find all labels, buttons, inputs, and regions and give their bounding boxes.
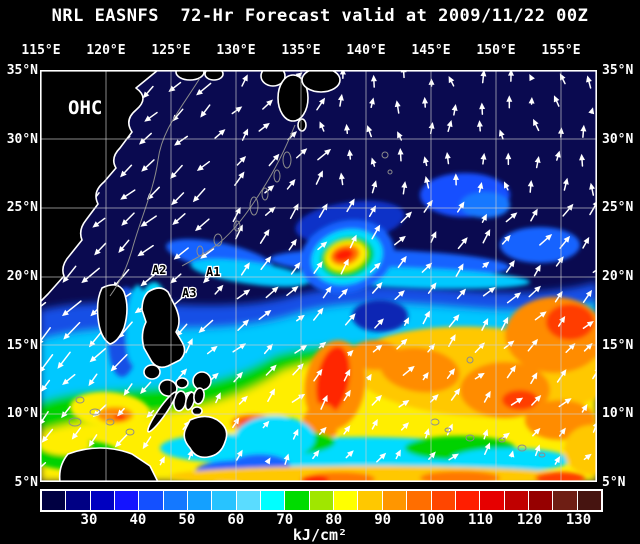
colorbar-cell <box>334 491 359 510</box>
colorbar-cell <box>188 491 213 510</box>
lon-label: 120°E <box>86 43 126 58</box>
lat-label: 10°N <box>602 406 634 422</box>
colorbar-cell <box>577 491 601 510</box>
lon-label: 150°E <box>476 43 516 58</box>
colorbar-tick: 100 <box>418 512 445 528</box>
colorbar-cell <box>504 491 529 510</box>
colorbar-tick: 80 <box>325 512 343 528</box>
colorbar-tick: 130 <box>565 512 592 528</box>
colorbar-tick: 40 <box>129 512 147 528</box>
page-title: NRL EASNFS 72-Hr Forecast valid at 2009/… <box>51 6 589 26</box>
colorbar <box>40 489 603 512</box>
lat-label: 20°N <box>6 269 38 284</box>
lon-label: 140°E <box>346 43 386 58</box>
lat-label: 10°N <box>6 406 38 422</box>
map-canvas: OHC A2 A1 A3 <box>40 70 597 482</box>
lat-label: 35°N <box>602 63 634 78</box>
colorbar-cell <box>553 491 578 510</box>
lat-label: 15°N <box>6 337 38 353</box>
colorbar-cell <box>528 491 554 510</box>
colorbar-cell <box>90 491 116 510</box>
lon-label: 130°E <box>216 43 256 58</box>
station-label-a2: A2 <box>152 263 166 277</box>
lon-label: 135°E <box>281 43 321 58</box>
colorbar-cell <box>139 491 164 510</box>
ohc-map: OHC A2 A1 A3 <box>40 70 597 482</box>
colorbar-cell <box>163 491 189 510</box>
colorbar-tick: 30 <box>80 512 98 528</box>
colorbar-cell <box>66 491 91 510</box>
colorbar-cell <box>212 491 237 510</box>
colorbar-cell <box>407 491 432 510</box>
station-label-a1: A1 <box>206 265 220 279</box>
lat-label: 15°N <box>602 337 634 353</box>
colorbar-tick: 50 <box>178 512 196 528</box>
lat-label: 35°N <box>6 63 38 78</box>
colorbar-tick: 60 <box>227 512 245 528</box>
colorbar-unit: kJ/cm² <box>292 526 348 544</box>
lon-label: 125°E <box>151 43 191 58</box>
colorbar-cell <box>431 491 456 510</box>
lat-label: 30°N <box>602 131 634 147</box>
lat-label: 25°N <box>602 200 634 216</box>
colorbar-tick: 120 <box>516 512 543 528</box>
colorbar-cell <box>382 491 408 510</box>
colorbar-cell <box>358 491 383 510</box>
colorbar-tick: 90 <box>374 512 392 528</box>
colorbar-cell <box>480 491 505 510</box>
colorbar-cell <box>236 491 262 510</box>
colorbar-tick: 110 <box>467 512 494 528</box>
lat-label: 5°N <box>602 475 626 491</box>
station-label-a3: A3 <box>182 286 196 300</box>
colorbar-cell <box>261 491 286 510</box>
colorbar-cell <box>42 491 67 510</box>
colorbar-cell <box>285 491 310 510</box>
colorbar-cell <box>455 491 481 510</box>
ohc-field-label: OHC <box>68 97 102 119</box>
colorbar-cell <box>309 491 335 510</box>
lon-label: 145°E <box>411 43 451 58</box>
colorbar-cell <box>115 491 140 510</box>
lat-label: 30°N <box>6 131 38 147</box>
lat-label: 5°N <box>14 475 38 491</box>
lat-label: 20°N <box>602 269 634 284</box>
lat-label: 25°N <box>6 200 38 216</box>
colorbar-tick: 70 <box>276 512 294 528</box>
lon-label: 115°E <box>21 43 61 58</box>
lon-label: 155°E <box>541 43 581 58</box>
